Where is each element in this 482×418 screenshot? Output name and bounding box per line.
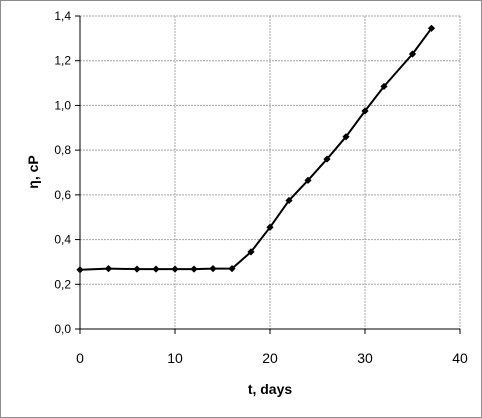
y-tick-label: 0,0 xyxy=(54,322,71,336)
data-point-marker xyxy=(133,265,141,273)
data-point-marker xyxy=(76,266,84,274)
data-point-marker xyxy=(304,176,312,184)
y-tick-label: 0,6 xyxy=(54,188,71,202)
y-tick-label: 0,2 xyxy=(54,277,71,291)
y-tick-labels: 0,0 0,2 0,4 0,6 0,8 1,0 1,2 1,4 xyxy=(54,9,71,336)
data-point-marker xyxy=(190,265,198,273)
data-point-marker xyxy=(285,196,293,205)
data-point-marker xyxy=(380,82,388,91)
series xyxy=(76,24,436,274)
data-point-marker xyxy=(104,265,113,273)
y-tick-label: 0,8 xyxy=(54,143,71,157)
gridlines xyxy=(80,15,461,329)
x-tick-label: 20 xyxy=(262,350,278,366)
x-tick-label: 40 xyxy=(452,350,468,366)
data-point-marker xyxy=(266,223,274,231)
x-tick-label: 30 xyxy=(357,350,373,366)
x-tick-label: 10 xyxy=(167,350,183,366)
data-point-marker xyxy=(171,265,179,273)
data-point-marker xyxy=(427,24,436,32)
y-tick-label: 1,2 xyxy=(54,54,71,68)
data-point-marker xyxy=(209,265,217,273)
data-point-marker xyxy=(361,107,369,115)
data-point-marker xyxy=(323,155,331,163)
y-axis-title: η, cP xyxy=(25,155,41,188)
data-point-marker xyxy=(408,50,417,58)
data-point-marker xyxy=(152,265,160,273)
x-axis-title: t, days xyxy=(248,381,293,397)
y-tick-label: 1,4 xyxy=(54,9,71,23)
x-tick-label: 0 xyxy=(76,350,84,366)
data-point-marker xyxy=(342,133,350,141)
x-tick-labels: 0 10 20 30 40 xyxy=(76,350,468,366)
y-tick-label: 0,4 xyxy=(54,233,71,247)
axes xyxy=(75,15,461,334)
data-point-marker xyxy=(228,265,236,273)
data-point-marker xyxy=(247,248,255,256)
y-tick-label: 1,0 xyxy=(54,98,71,112)
